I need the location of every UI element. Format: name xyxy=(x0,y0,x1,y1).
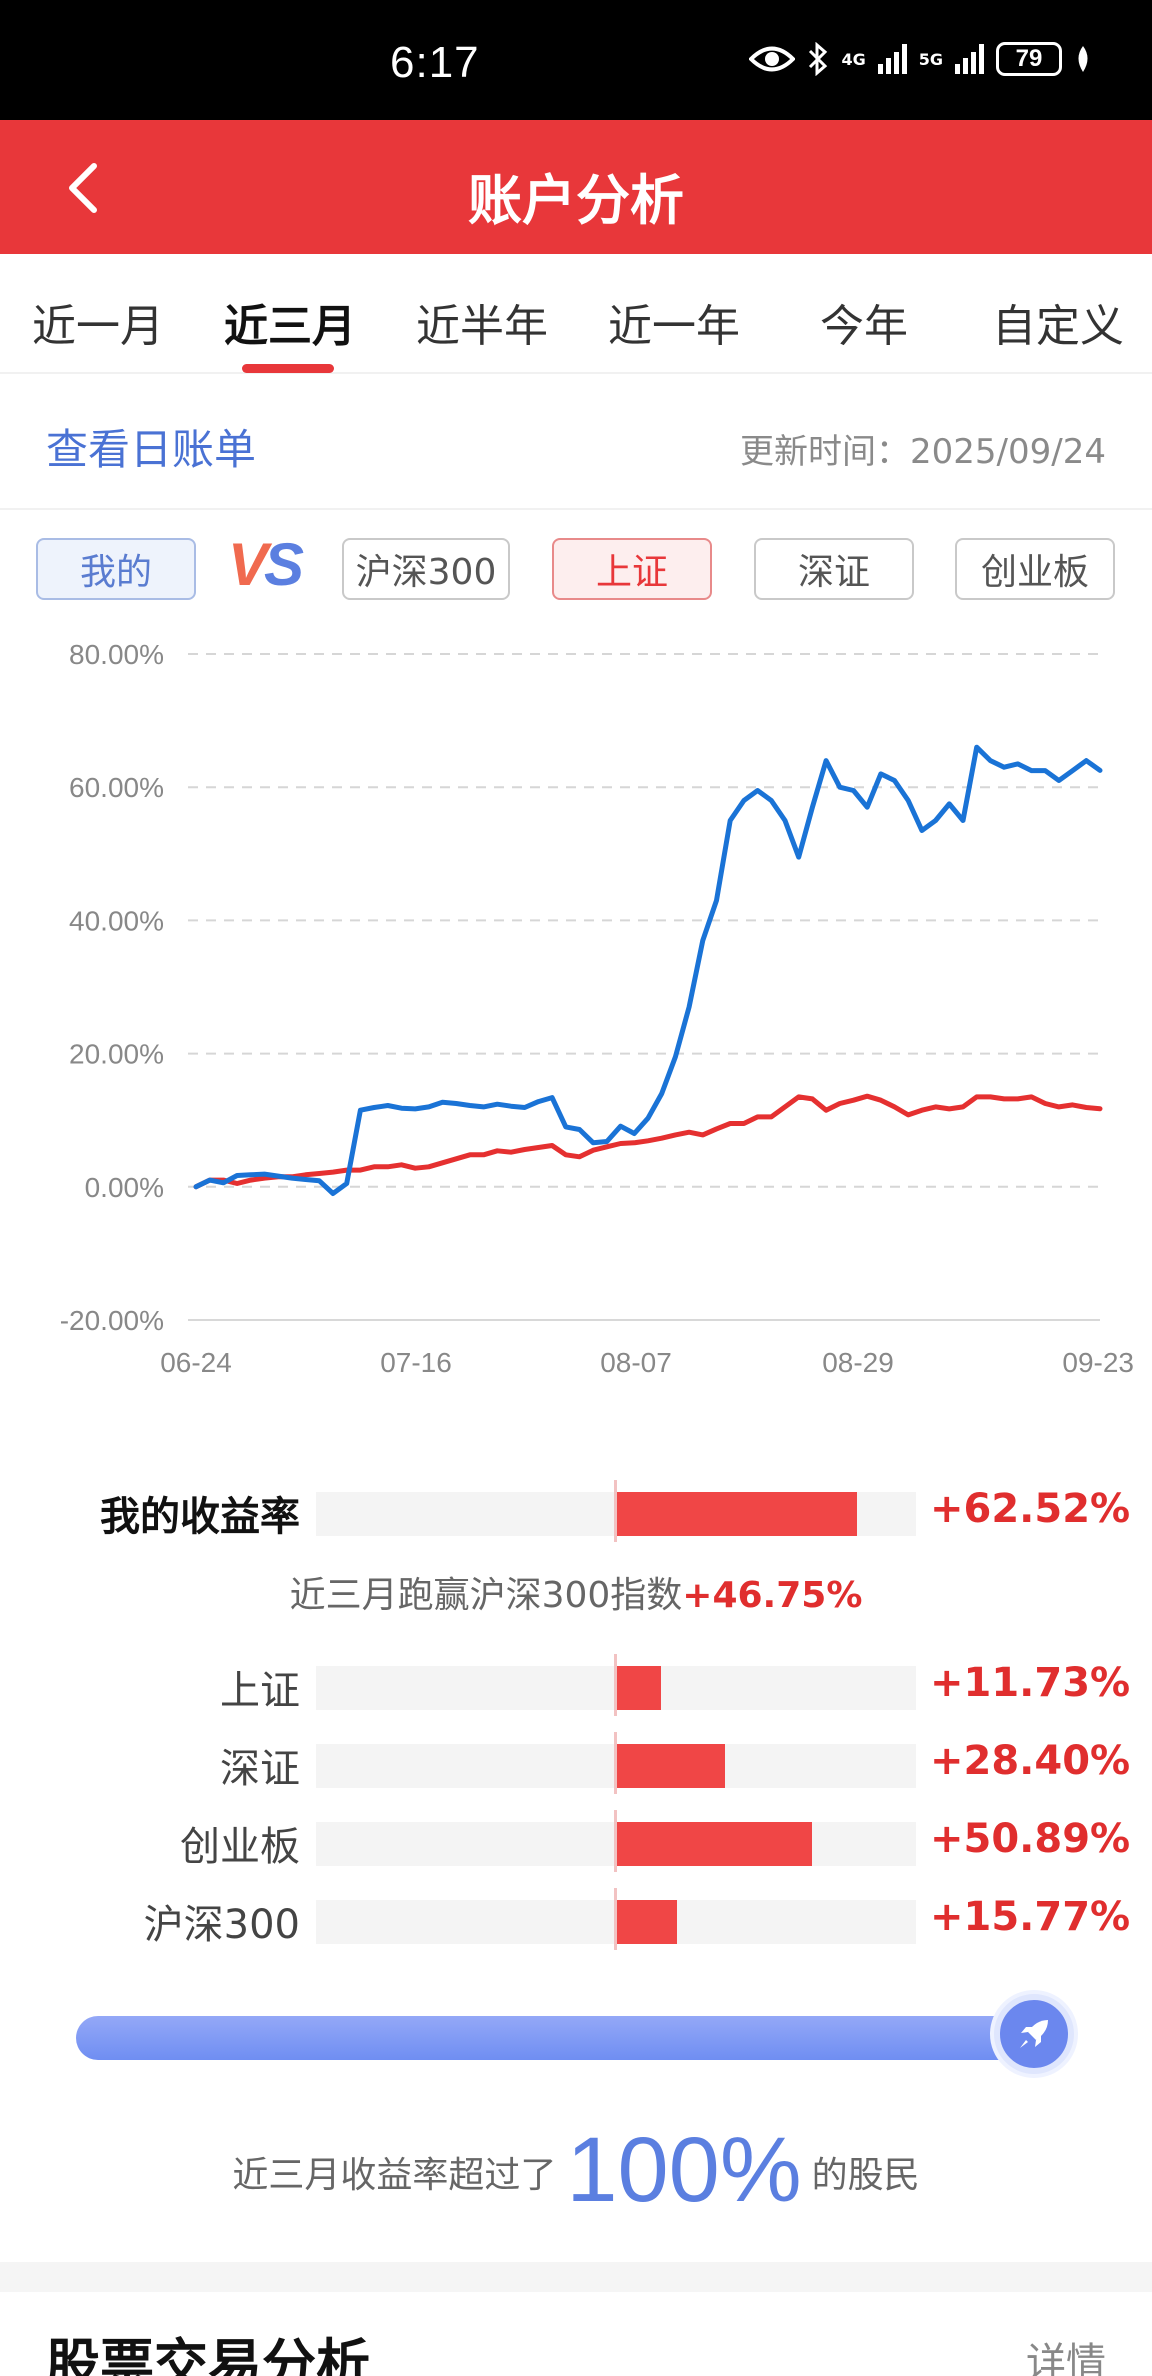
page-title: 账户分析 xyxy=(468,169,684,232)
back-arrow-icon[interactable] xyxy=(56,158,116,218)
zero-line xyxy=(614,1732,617,1794)
network-type-1: 4G xyxy=(841,49,866,69)
ranking-text: 近三月收益率超过了 100% 的股民 xyxy=(0,2118,1152,2223)
info-row: 查看日账单 更新时间：2025/09/24 xyxy=(0,374,1152,510)
mine-return-value: +62.52% xyxy=(930,1486,1131,1532)
index-row-shenzhen: 深证 +28.40% xyxy=(0,1730,1152,1794)
compare-shenzhen-button[interactable]: 深证 xyxy=(754,538,914,600)
x-tick-label: 08-07 xyxy=(600,1347,672,1378)
beat-index-text: 近三月跑赢沪深300指数+46.75% xyxy=(0,1566,1152,1618)
app-header: 账户分析 xyxy=(0,120,1152,254)
compare-hs300-button[interactable]: 沪深300 xyxy=(342,538,510,600)
network-type-2: 5G xyxy=(918,49,943,69)
section-title: 股票交易分析 xyxy=(46,2333,370,2376)
update-date: 2025/09/24 xyxy=(910,432,1106,472)
index-label: 创业板 xyxy=(180,1824,300,1870)
zero-line xyxy=(614,1810,617,1872)
series-line-mine xyxy=(193,744,1103,1196)
y-tick-label: 40.00% xyxy=(69,905,164,936)
y-tick-label: -20.00% xyxy=(60,1305,164,1336)
index-value: +28.40% xyxy=(930,1738,1131,1784)
compare-shanghai-button[interactable]: 上证 xyxy=(552,538,712,600)
tab-custom[interactable]: 自定义 xyxy=(992,301,1124,352)
zero-line xyxy=(614,1654,617,1716)
eye-icon xyxy=(749,46,796,72)
ranking-prefix: 近三月收益率超过了 xyxy=(232,2155,557,2196)
rocket-icon xyxy=(994,1994,1074,2074)
index-bar xyxy=(616,1666,662,1710)
tab-6m[interactable]: 近半年 xyxy=(416,301,548,352)
ranking-suffix: 的股民 xyxy=(811,2155,920,2196)
index-value: +15.77% xyxy=(930,1894,1131,1940)
y-tick-label: 0.00% xyxy=(85,1172,164,1203)
tab-3m[interactable]: 近三月 xyxy=(224,301,356,352)
index-label: 沪深300 xyxy=(143,1902,300,1948)
index-bar xyxy=(616,1900,677,1944)
tab-1y[interactable]: 近一年 xyxy=(608,301,740,352)
status-bar: 6:17 4G 5G 79 xyxy=(0,0,1152,120)
index-label: 深证 xyxy=(220,1746,300,1792)
x-tick-label: 08-29 xyxy=(822,1347,894,1378)
x-tick-label: 09-23 xyxy=(1062,1347,1134,1378)
battery-level: 79 xyxy=(1015,45,1043,72)
daily-bill-link[interactable]: 查看日账单 xyxy=(46,425,257,474)
x-tick-label: 06-24 xyxy=(160,1347,232,1378)
mine-return-row: 我的收益率 +62.52% xyxy=(0,1478,1152,1542)
beat-text: 近三月跑赢沪深300指数 xyxy=(289,1575,683,1616)
period-tabs: 近一月 近三月 近半年 近一年 今年 自定义 xyxy=(0,254,1152,374)
battery-icon: 79 xyxy=(996,42,1062,76)
compare-chinext-button[interactable]: 创业板 xyxy=(955,538,1115,600)
compare-mine-button[interactable]: 我的 xyxy=(36,538,196,600)
index-row-hs300: 沪深300 +15.77% xyxy=(0,1886,1152,1950)
ranking-progress-bar xyxy=(76,2016,1076,2060)
vs-logo: VS xyxy=(228,531,304,598)
tab-1m[interactable]: 近一月 xyxy=(32,301,164,352)
y-tick-label: 20.00% xyxy=(69,1039,164,1070)
return-line-chart: 80.00% 60.00% 40.00% 20.00% 0.00% -20.00% 06-2… xyxy=(60,639,1134,1378)
index-value: +50.89% xyxy=(930,1816,1131,1862)
tab-ytd[interactable]: 今年 xyxy=(820,301,908,352)
index-bar xyxy=(616,1822,812,1866)
index-row-chinext: 创业板 +50.89% xyxy=(0,1808,1152,1872)
ranking-percent: 100% xyxy=(566,2119,802,2221)
update-label: 更新时间： xyxy=(740,432,911,472)
bluetooth-icon xyxy=(809,42,828,76)
mine-return-label: 我的收益率 xyxy=(100,1494,300,1540)
section-divider xyxy=(0,2262,1152,2292)
active-tab-indicator xyxy=(242,364,334,373)
y-tick-label: 80.00% xyxy=(69,639,164,670)
update-time: 更新时间：2025/09/24 xyxy=(740,424,1106,473)
zero-line xyxy=(614,1888,617,1950)
index-value: +11.73% xyxy=(930,1660,1131,1706)
series-line-index xyxy=(193,1093,1103,1190)
y-tick-label: 60.00% xyxy=(69,772,164,803)
signal-icon xyxy=(877,44,907,74)
index-row-shanghai: 上证 +11.73% xyxy=(0,1652,1152,1716)
status-icons: 4G 5G 79 xyxy=(749,42,1092,76)
index-bar xyxy=(616,1744,726,1788)
section-details-link[interactable]: 详情 xyxy=(1026,2340,1106,2376)
leaf-icon xyxy=(1078,46,1088,72)
beat-value: +46.75% xyxy=(682,1575,863,1616)
mine-return-bar xyxy=(616,1492,857,1536)
status-time: 6:17 xyxy=(390,38,480,87)
x-tick-label: 07-16 xyxy=(380,1347,452,1378)
zero-line xyxy=(614,1480,617,1542)
signal-icon-2 xyxy=(955,44,984,74)
index-label: 上证 xyxy=(220,1668,300,1714)
